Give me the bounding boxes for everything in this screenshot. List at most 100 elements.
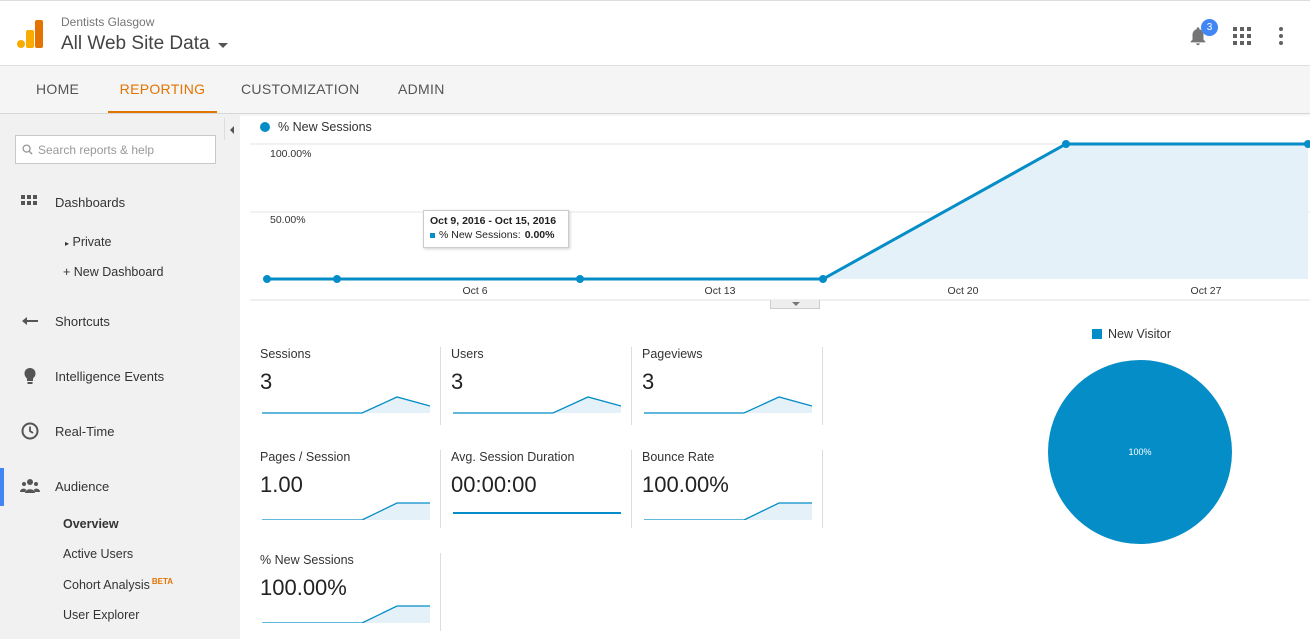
data-point[interactable] — [1304, 140, 1310, 148]
legend-swatch-icon — [1092, 329, 1102, 339]
notification-badge[interactable]: 3 — [1201, 19, 1218, 36]
metric-users[interactable]: Users 3 — [451, 347, 631, 429]
top-header: Dentists Glasgow All Web Site Data 3 — [0, 0, 1310, 66]
data-point[interactable] — [333, 275, 341, 283]
metric-pages-per-session[interactable]: Pages / Session 1.00 — [260, 450, 440, 532]
sparkline — [644, 396, 813, 414]
account-name: Dentists Glasgow — [61, 15, 155, 29]
metric-name: Bounce Rate — [642, 450, 715, 464]
metric-value: 00:00:00 — [451, 472, 537, 497]
sparkline-area — [362, 503, 430, 520]
beta-badge: BETA — [151, 577, 174, 586]
property-name: All Web Site Data — [61, 33, 210, 54]
sidebar-item-label: Audience — [55, 478, 110, 494]
sidebar-item-audience[interactable]: Audience — [0, 474, 240, 498]
tab-reporting[interactable]: REPORTING — [108, 66, 217, 113]
legend-label: % New Sessions — [278, 120, 372, 134]
pie-legend[interactable]: New Visitor — [1092, 327, 1171, 341]
data-point[interactable] — [819, 275, 827, 283]
metric-pageviews[interactable]: Pageviews 3 — [642, 347, 822, 429]
metric-avg-session-duration[interactable]: Avg. Session Duration 00:00:00 — [451, 450, 631, 532]
x-tick-label: Oct 20 — [948, 285, 979, 297]
sidebar-item-active-users[interactable]: Active Users — [63, 547, 134, 561]
sidebar-item-overview[interactable]: Overview — [63, 517, 119, 531]
data-point[interactable] — [576, 275, 584, 283]
analytics-logo-icon[interactable] — [17, 20, 45, 48]
active-indicator — [0, 468, 4, 506]
y-tick-label: 100.00% — [270, 148, 311, 160]
sparkline-area — [744, 503, 812, 520]
sparkline — [453, 396, 622, 414]
apps-grid-icon[interactable] — [1233, 27, 1251, 45]
divider — [822, 450, 823, 528]
metric-bounce-rate[interactable]: Bounce Rate 100.00% — [642, 450, 822, 532]
sparkline — [262, 396, 431, 414]
chart-legend[interactable]: % New Sessions — [260, 120, 372, 134]
chart-expand-button[interactable] — [770, 300, 820, 309]
search-box[interactable] — [15, 135, 216, 164]
sparkline — [262, 502, 430, 520]
sparkline — [644, 502, 812, 520]
metric-value: 3 — [260, 369, 273, 394]
sidebar-item-dashboards[interactable]: Dashboards — [0, 190, 240, 214]
sparkline-line — [453, 396, 622, 414]
metric-value: 100.00% — [260, 575, 347, 600]
sidebar-item-real-time[interactable]: Real-Time — [0, 419, 240, 443]
sparkline-area — [553, 397, 621, 413]
sidebar-item-cohort-analysis[interactable]: Cohort Analysis BETA — [63, 577, 173, 592]
x-tick-label: Oct 13 — [705, 285, 736, 297]
metric-value: 1.00 — [260, 472, 303, 497]
people-icon — [20, 479, 40, 493]
sidebar-item-new-dashboard[interactable]: + New Dashboard — [63, 265, 164, 279]
sidebar-item-label: Cohort Analysis — [63, 578, 150, 593]
sidebar-item-label: Intelligence Events — [55, 368, 165, 384]
dashboard-grid-icon — [21, 195, 37, 205]
tab-home[interactable]: HOME — [36, 81, 80, 97]
search-input[interactable] — [38, 142, 208, 157]
clock-icon — [21, 422, 39, 440]
pie-slice-new-visitor[interactable] — [1048, 360, 1232, 544]
y-tick-label: 50.00% — [270, 214, 306, 226]
sparkline-area — [744, 397, 812, 413]
sidebar-item-user-explorer[interactable]: User Explorer — [63, 608, 140, 622]
sparkline — [453, 512, 621, 514]
more-vert-icon[interactable] — [1276, 26, 1286, 46]
metric-name: Pages / Session — [260, 450, 351, 464]
metric-name: Users — [451, 347, 484, 361]
divider — [440, 553, 441, 631]
chevron-down-icon — [792, 302, 800, 306]
sidebar-item-shortcuts[interactable]: Shortcuts — [0, 309, 240, 333]
tab-admin[interactable]: ADMIN — [398, 81, 445, 97]
sessions-line-chart[interactable]: 100.00% 50.00% Oct 6 Oct 13 Oct 20 Oct 2… — [240, 136, 1310, 302]
tooltip-value: 0.00% — [524, 229, 555, 241]
sidebar-item-label: Private — [72, 235, 112, 249]
metric-sessions[interactable]: Sessions 3 — [260, 347, 440, 429]
data-point[interactable] — [263, 275, 271, 283]
sparkline-line — [262, 396, 431, 414]
shortcut-arrow-icon — [22, 317, 38, 325]
data-point[interactable] — [1062, 140, 1070, 148]
series-area — [267, 144, 1308, 279]
caret-down-icon — [217, 42, 228, 48]
divider — [631, 347, 632, 425]
sparkline — [262, 605, 430, 623]
divider — [822, 347, 823, 425]
series-line — [267, 142, 1308, 281]
divider — [631, 450, 632, 528]
x-tick-label: Oct 6 — [462, 285, 487, 297]
sparkline-line — [262, 605, 430, 623]
sidebar: Dashboards ▸ Private + New Dashboard Sho… — [0, 114, 240, 639]
legend-label: New Visitor — [1108, 327, 1171, 341]
metric-new-sessions[interactable]: % New Sessions 100.00% — [260, 553, 440, 635]
tooltip-line: % New Sessions: 0.00% — [430, 229, 562, 241]
collapse-sidebar-button[interactable] — [224, 118, 240, 140]
sparkline-line — [262, 502, 430, 520]
property-selector[interactable]: All Web Site Data — [61, 33, 228, 55]
sidebar-item-intelligence-events[interactable]: Intelligence Events — [0, 364, 240, 388]
visitor-pie-chart[interactable]: 100% — [1048, 360, 1232, 544]
sidebar-item-private[interactable]: ▸ Private — [65, 235, 111, 249]
metric-name: Sessions — [260, 347, 311, 361]
tab-customization[interactable]: CUSTOMIZATION — [241, 81, 360, 97]
lightbulb-icon — [24, 368, 36, 384]
caret-right-icon: ▸ — [65, 239, 70, 248]
